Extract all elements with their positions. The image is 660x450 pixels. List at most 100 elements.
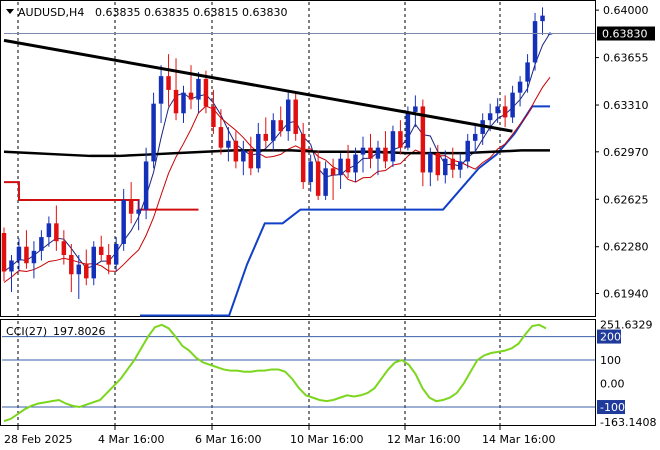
candle-body (540, 15, 545, 22)
candle (465, 133, 470, 169)
candle-body (308, 161, 313, 183)
candle (1, 227, 7, 282)
candle (196, 72, 201, 114)
candle (495, 98, 500, 123)
candle (443, 150, 448, 184)
time-tick-label: 10 Mar 16:00 (290, 433, 363, 446)
candle (9, 254, 14, 293)
triangle-down-icon[interactable] (6, 9, 14, 14)
candle-body (158, 76, 164, 104)
candle (181, 85, 186, 123)
candle (151, 92, 156, 169)
candle-body (263, 133, 269, 141)
time-tick-label: 4 Mar 16:00 (98, 433, 164, 446)
candle (308, 154, 313, 192)
candle-body (525, 62, 530, 82)
ma-long-line (3, 149, 550, 158)
candle-body (338, 158, 343, 176)
candle-body (353, 154, 358, 173)
candle-body (293, 99, 298, 134)
candle (46, 216, 52, 247)
candle-body (39, 237, 44, 251)
candle (375, 140, 381, 176)
price-tick-label: 0.62625 (603, 193, 649, 206)
candle-body (24, 246, 29, 264)
candle (263, 117, 269, 148)
cci-tick-label: 0.00 (600, 378, 625, 391)
price-axis: 0.64000 0.63655 0.63310 0.62970 0.62625 0.622… (4, 4, 655, 300)
price-tick-label: 0.64000 (603, 4, 649, 17)
candle-body (323, 168, 328, 196)
candle (113, 237, 119, 272)
candle-body (278, 120, 283, 132)
candle-body (151, 103, 156, 162)
candle-body (532, 21, 538, 63)
candle (353, 147, 358, 183)
candle-body (487, 113, 493, 121)
candle-body (390, 131, 396, 162)
candle (323, 161, 328, 200)
candle (532, 12, 538, 71)
candle-body (495, 106, 500, 114)
candle (121, 188, 126, 251)
candle-body (31, 250, 37, 264)
candle-body (9, 260, 14, 272)
candle (390, 125, 396, 167)
candle (61, 230, 67, 265)
main-chart-frame (0, 0, 596, 317)
candle (54, 205, 59, 251)
resistance-step (4, 181, 199, 211)
candle-body (345, 158, 351, 173)
candle-body (128, 199, 134, 214)
candle-body (69, 254, 74, 275)
candle-body (420, 106, 426, 173)
candle-body (46, 223, 52, 238)
candle (211, 89, 216, 134)
candle (383, 131, 388, 169)
candle-body (1, 232, 7, 272)
candle (435, 144, 441, 181)
candle-body (181, 92, 186, 114)
candle (173, 58, 179, 121)
candle (84, 249, 89, 286)
candle-body (465, 140, 470, 162)
cci-frame (0, 319, 596, 426)
cci-level-box (597, 400, 625, 415)
candle-body (285, 99, 291, 132)
price-tick-label: 0.62280 (603, 241, 649, 254)
candle (143, 147, 149, 220)
candle-body (435, 153, 441, 176)
candle-body (218, 127, 224, 148)
candle-body (196, 78, 201, 100)
candle-body (121, 199, 126, 244)
candle-body (428, 153, 433, 173)
candle (472, 122, 478, 154)
candle (315, 150, 321, 200)
candle (300, 122, 306, 189)
candle-body (113, 243, 119, 265)
price-tick-label: 0.61940 (603, 287, 649, 300)
candle-body (203, 78, 209, 107)
candle (128, 182, 134, 224)
candle-body (271, 120, 276, 141)
candle-body (136, 209, 141, 214)
candle-body (98, 246, 104, 255)
trendline[interactable] (3, 38, 513, 133)
candle-body (188, 92, 194, 100)
candle-body (443, 158, 448, 176)
support-step (140, 105, 550, 317)
candle-body (91, 246, 96, 279)
time-axis: 28 Feb 2025 4 Mar 16:00 6 Mar 16:00 10 Mar … (4, 425, 555, 446)
candle (413, 95, 418, 128)
candle (278, 106, 283, 137)
price-tick-label: 0.62970 (603, 146, 649, 159)
cci-tick-label: 100 (600, 354, 621, 367)
candles[interactable] (1, 7, 553, 299)
candle-body (510, 92, 515, 118)
candle-body (76, 264, 82, 275)
candle-body (368, 147, 373, 159)
candle-body (472, 133, 478, 141)
candle (218, 109, 224, 155)
candle (241, 140, 246, 176)
